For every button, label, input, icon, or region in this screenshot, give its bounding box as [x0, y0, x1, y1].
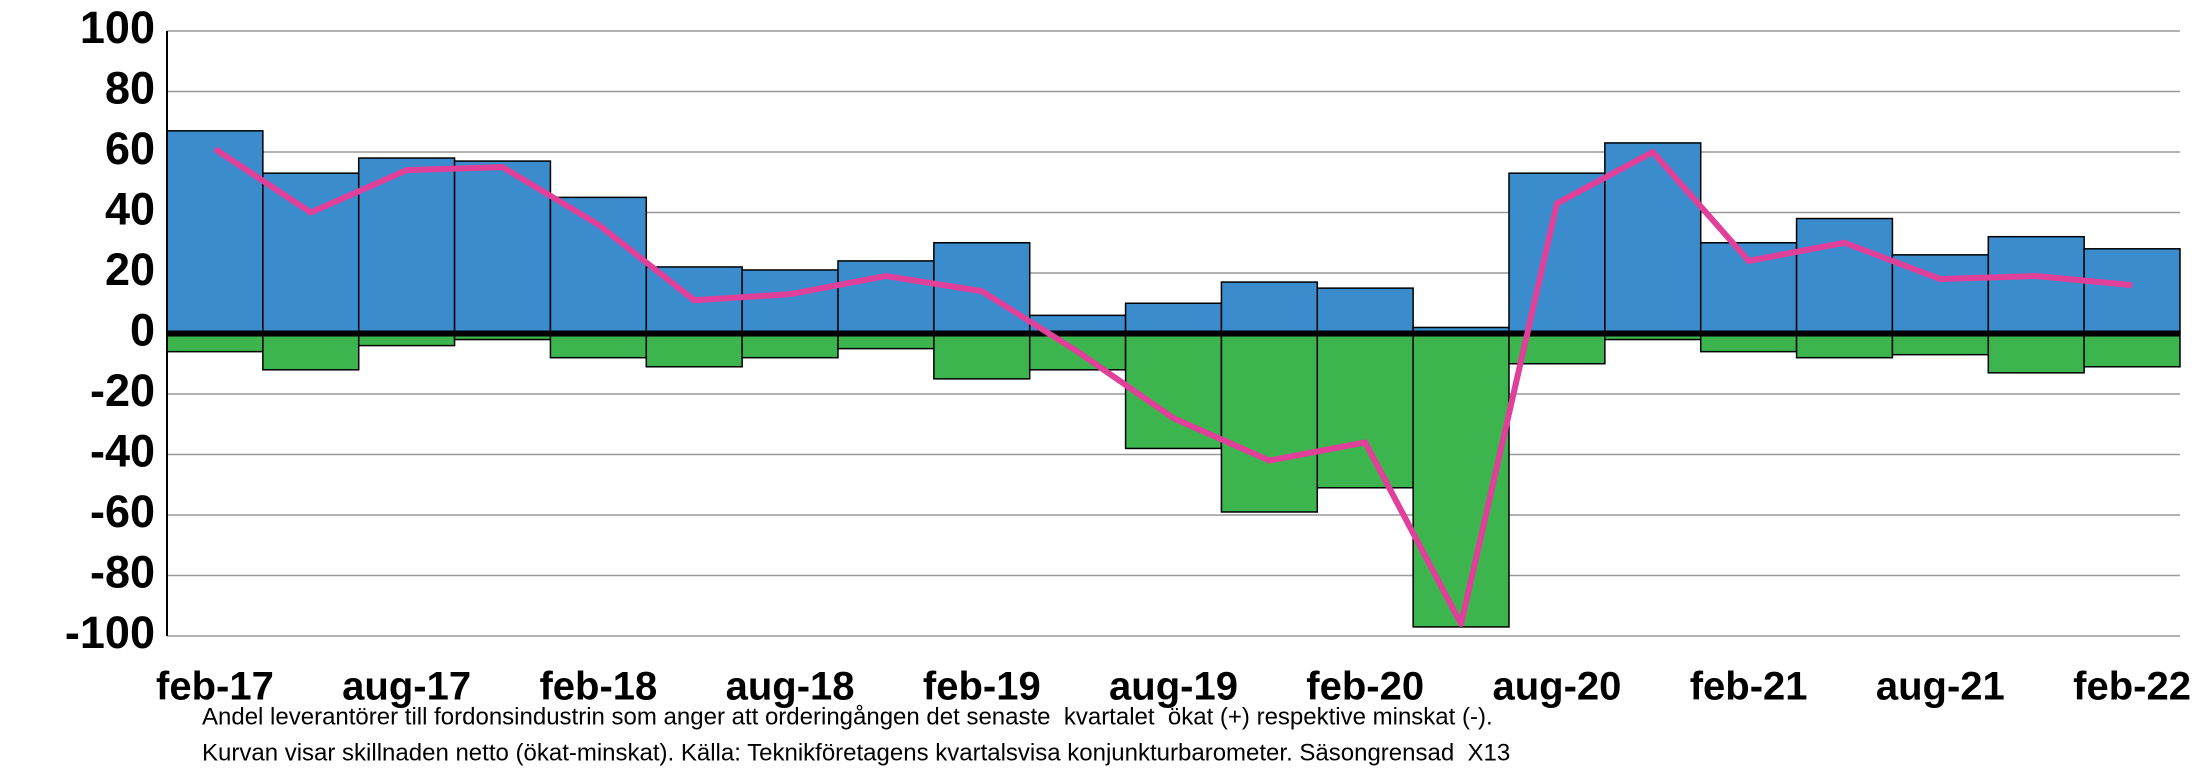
- x-tick-label: feb-20: [1306, 665, 1424, 709]
- bar: [1220, 281, 1319, 335]
- x-tick-label: feb-18: [539, 665, 657, 709]
- y-tick-label: 80: [105, 62, 155, 113]
- bar: [645, 332, 743, 368]
- x-tick-label: aug-20: [1492, 665, 1621, 709]
- bar: [1987, 332, 2085, 374]
- bar: [1316, 287, 1414, 335]
- y-tick-label: 20: [105, 244, 155, 295]
- bar: [1316, 332, 1414, 489]
- y-tick-label: -60: [90, 486, 155, 537]
- y-tick-label: -100: [65, 607, 155, 658]
- bar: [1795, 332, 1894, 359]
- bar: [1987, 235, 2085, 335]
- x-tick-label: feb-17: [156, 665, 274, 709]
- bar: [1604, 142, 1702, 335]
- bar: [1795, 217, 1894, 335]
- bar: [549, 332, 648, 359]
- net-line: [213, 146, 2133, 627]
- bar: [2083, 248, 2181, 335]
- bar: [1124, 302, 1223, 335]
- y-tick-label: -40: [90, 425, 155, 476]
- bar: [549, 196, 648, 335]
- bar: [1508, 172, 1606, 335]
- x-tick-label: feb-21: [1690, 665, 1808, 709]
- x-tick-label: aug-21: [1876, 665, 2005, 709]
- note: Andel leverantörer till fordonsindustrin…: [202, 703, 1493, 730]
- bar: [741, 332, 839, 359]
- x-tick-label: feb-22: [2073, 665, 2191, 709]
- bar: [933, 332, 1031, 380]
- y-tick-label: 60: [105, 123, 155, 174]
- x-tick-label: aug-17: [342, 665, 471, 709]
- y-tick-label: 40: [105, 183, 155, 234]
- y-tick-label: -80: [90, 546, 155, 597]
- note: Kurvan visar skillnaden netto (ökat-mins…: [202, 739, 1510, 766]
- bar: [2083, 332, 2181, 368]
- bar: [1220, 332, 1319, 513]
- bar: [262, 332, 360, 371]
- bar: [837, 260, 935, 335]
- y-tick-label: -20: [90, 365, 155, 416]
- bar: [1891, 332, 1990, 356]
- x-tick-label: feb-19: [923, 665, 1041, 709]
- y-tick-label: 0: [130, 304, 155, 355]
- x-tick-label: aug-18: [726, 665, 855, 709]
- bar: [741, 269, 839, 335]
- bar: [453, 160, 552, 335]
- bar: [166, 130, 264, 335]
- x-tick-label: aug-19: [1109, 665, 1238, 709]
- y-tick-label: 100: [80, 2, 155, 53]
